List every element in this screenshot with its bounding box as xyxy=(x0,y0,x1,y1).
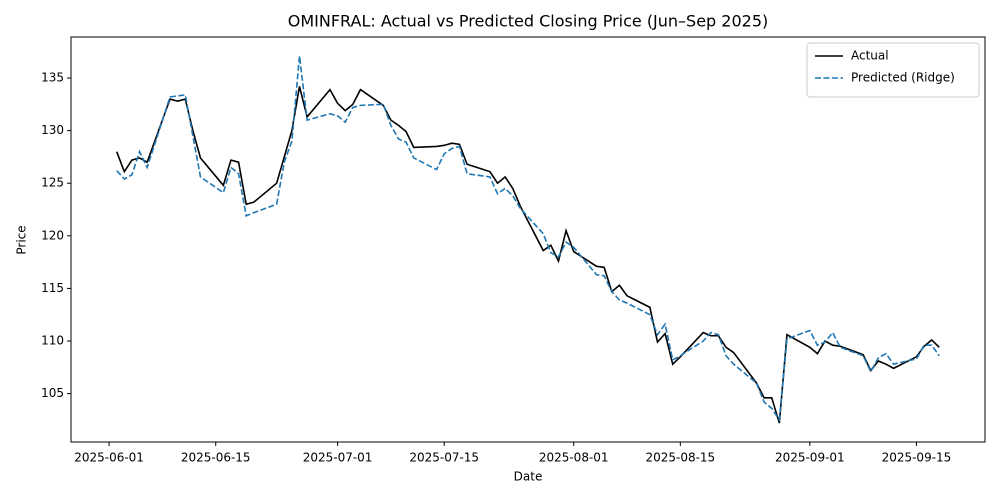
y-tick-label: 120 xyxy=(41,228,64,242)
legend-label: Predicted (Ridge) xyxy=(851,71,955,85)
legend-box xyxy=(806,42,980,98)
legend-label: Actual xyxy=(851,49,889,63)
line xyxy=(116,55,940,423)
x-tick-label: 2025-06-01 xyxy=(74,451,144,465)
x-tick-label: 2025-09-01 xyxy=(775,451,845,465)
y-tick-label: 110 xyxy=(41,334,64,348)
x-tick-label: 2025-09-15 xyxy=(882,451,952,465)
line xyxy=(115,86,940,424)
plot-frame xyxy=(70,36,986,443)
y-tick-label: 135 xyxy=(41,71,64,85)
x-tick-label: 2025-08-15 xyxy=(645,451,715,465)
y-tick-label: 115 xyxy=(41,281,64,295)
chart-title: OMINFRAL: Actual vs Predicted Closing Pr… xyxy=(288,12,769,31)
x-tick-label: 2025-08-01 xyxy=(539,451,609,465)
x-tick-label: 2025-07-15 xyxy=(409,451,479,465)
x-tick-label: 2025-06-15 xyxy=(181,451,251,465)
x-axis-label: Date xyxy=(514,470,543,484)
y-tick-label: 130 xyxy=(41,123,64,137)
y-tick-label: 105 xyxy=(41,386,64,400)
y-tick-label: 125 xyxy=(41,176,64,190)
x-tick-label: 2025-07-01 xyxy=(303,451,373,465)
y-axis-label: Price xyxy=(15,225,29,254)
